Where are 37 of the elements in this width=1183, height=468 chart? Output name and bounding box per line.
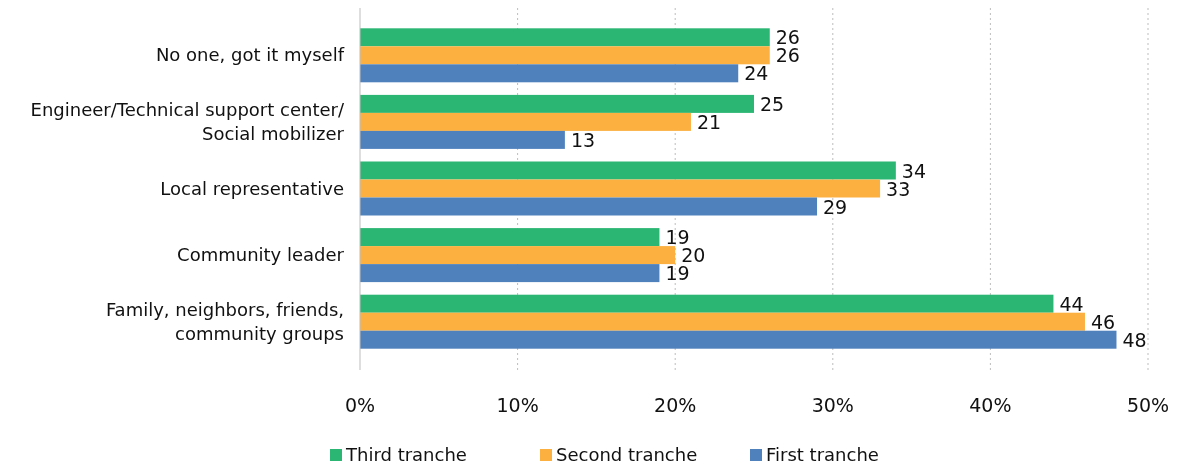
data-label: 13 [570, 128, 596, 151]
legend-label: Second tranche [556, 444, 698, 465]
x-tick-label: 50% [1126, 394, 1170, 416]
data-label: 44 [1059, 292, 1084, 315]
bar [360, 197, 818, 216]
bar [360, 46, 770, 65]
bar [360, 246, 676, 265]
data-label: 25 [760, 92, 785, 115]
x-tick-label: 30% [811, 394, 854, 416]
x-tick-label: 40% [969, 394, 1012, 416]
x-tick-label: 10% [496, 394, 539, 416]
y-tick-label: Engineer/Technical support center/ Social mobilizer [30, 98, 345, 144]
x-tick-label: 0% [344, 394, 376, 416]
data-label: 46 [1090, 310, 1116, 333]
data-label: 21 [696, 110, 722, 133]
bar [360, 28, 770, 47]
y-tick-label: Community leader [177, 244, 345, 266]
bar [360, 161, 896, 180]
bar [360, 130, 565, 149]
bar [360, 294, 1054, 313]
y-tick-label: Local representative [160, 177, 344, 199]
bar [360, 179, 881, 198]
bar [360, 64, 739, 83]
y-tick-label: No one, got it myself [155, 44, 345, 66]
y-tick-label: Family, neighbors, friends, community groups [105, 298, 344, 344]
bar [360, 112, 691, 131]
legend-label: First tranche [766, 444, 879, 465]
bar [360, 94, 754, 113]
legend-label: Third tranche [345, 444, 467, 465]
data-label: 24 [744, 62, 769, 85]
data-label: 29 [823, 195, 848, 218]
x-tick-label: 20% [654, 394, 697, 416]
data-label: 48 [1122, 328, 1147, 351]
bar [360, 264, 660, 283]
bar [360, 228, 660, 247]
bar [360, 312, 1085, 331]
bar [360, 330, 1117, 349]
